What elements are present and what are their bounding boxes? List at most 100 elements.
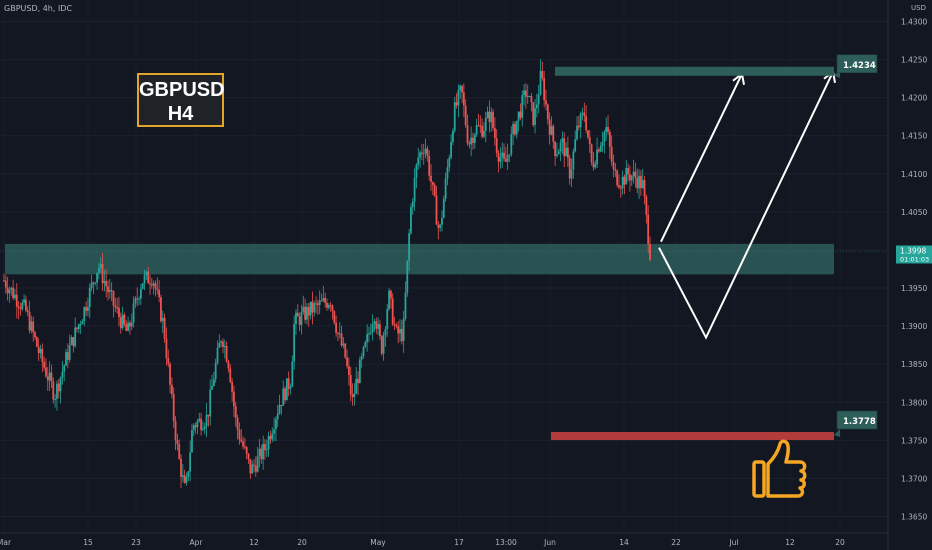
candle — [300, 304, 303, 335]
candle-body — [368, 333, 370, 335]
candle — [260, 444, 263, 464]
candle — [269, 430, 272, 444]
candle-body — [322, 298, 325, 301]
candle — [74, 317, 77, 348]
candle-body — [24, 299, 27, 311]
candle — [346, 349, 348, 369]
candle — [8, 286, 11, 303]
candle — [335, 315, 338, 337]
candle-body — [251, 464, 254, 474]
candle — [275, 416, 277, 441]
candle-body — [594, 164, 597, 168]
candle — [618, 174, 620, 190]
candle-body — [54, 398, 56, 400]
candle-body — [585, 116, 588, 131]
candle-body — [399, 328, 401, 334]
price-tick-label: 1.3950 — [901, 284, 927, 293]
candle — [464, 99, 467, 128]
candle-body — [556, 154, 558, 156]
candle-body — [545, 100, 547, 105]
candle-body — [512, 123, 515, 135]
candle — [402, 310, 405, 353]
candle-body — [632, 171, 635, 176]
candle — [264, 439, 266, 460]
candle-body — [490, 111, 493, 123]
candle — [647, 205, 650, 254]
candle — [470, 126, 473, 157]
candle-body — [433, 184, 436, 196]
candle-body — [309, 301, 312, 316]
candle — [243, 438, 246, 450]
candle — [568, 154, 571, 185]
candle — [240, 428, 243, 443]
candle-body — [395, 324, 398, 327]
candle — [400, 320, 403, 345]
candle — [97, 263, 100, 280]
candle — [337, 331, 339, 342]
candle — [79, 320, 82, 334]
candle — [293, 315, 296, 370]
candle — [610, 135, 613, 166]
candle-body — [45, 367, 47, 377]
candle-body — [605, 126, 608, 133]
candle — [205, 403, 208, 437]
candle-body — [576, 125, 578, 140]
candle-body — [466, 125, 469, 144]
candle-body — [119, 317, 122, 329]
candle — [68, 334, 71, 363]
candle-body — [452, 130, 454, 142]
time-tick-label: Mar — [0, 538, 12, 547]
candle-body — [419, 152, 421, 158]
candle — [424, 138, 427, 159]
candle — [588, 130, 591, 154]
candle — [488, 100, 491, 133]
candle — [125, 320, 128, 332]
candle — [397, 321, 400, 344]
candle — [130, 313, 133, 331]
candle-body — [614, 168, 617, 171]
candle-body — [483, 130, 485, 137]
last-price-value: 1.3998 — [900, 246, 926, 255]
candle-body — [453, 102, 456, 131]
candle-body — [57, 383, 60, 392]
candle — [559, 139, 562, 162]
candle-body — [508, 154, 511, 156]
candle — [625, 159, 628, 185]
candle-body — [59, 377, 62, 392]
candle-body — [300, 311, 303, 325]
candle-body — [222, 341, 224, 347]
candle-body — [559, 142, 562, 152]
candle — [191, 423, 193, 453]
thumbs-up-shape — [752, 439, 807, 498]
candle — [45, 358, 47, 378]
title-symbol: GBPUSD — [139, 79, 225, 101]
candle-body — [249, 459, 252, 474]
candle — [357, 371, 359, 395]
candle — [253, 459, 255, 473]
candle-body — [291, 361, 294, 387]
candle — [340, 325, 343, 348]
candle-body — [384, 328, 387, 336]
candle-body — [318, 300, 321, 306]
candle-body — [377, 324, 379, 329]
candle-body — [15, 294, 18, 307]
candle-body — [523, 90, 525, 95]
candle-body — [327, 305, 330, 308]
candle-body — [355, 378, 358, 394]
candle — [360, 352, 363, 368]
symbol-header: GBPUSD, 4h, IDC — [4, 4, 73, 13]
candle — [561, 131, 564, 155]
candle — [233, 385, 235, 418]
candle-body — [504, 158, 507, 162]
candle — [304, 298, 307, 324]
candle-body — [461, 85, 463, 93]
candle-body — [546, 104, 549, 120]
candle — [139, 283, 142, 305]
candle — [56, 380, 58, 411]
candle — [136, 287, 139, 307]
candle — [377, 317, 379, 336]
thumbs-up-icon — [752, 439, 807, 498]
candle — [512, 121, 515, 146]
candle — [309, 301, 312, 320]
